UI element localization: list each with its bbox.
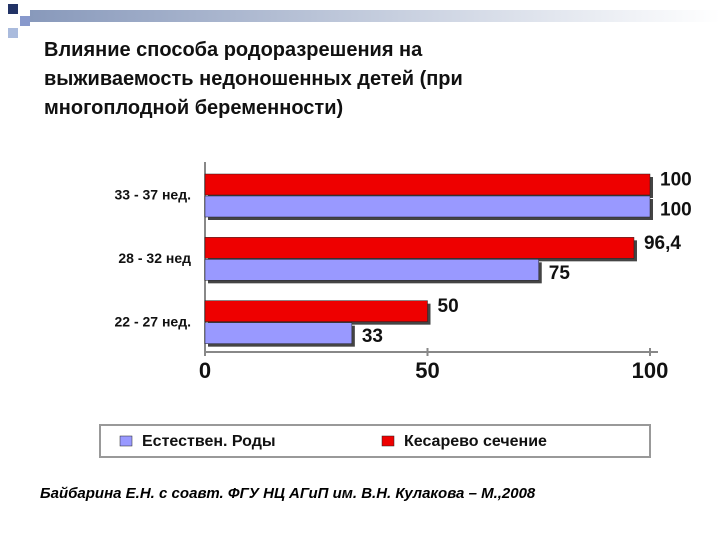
- value-label-bg: [639, 232, 688, 255]
- bar: [204, 322, 353, 344]
- bar: [204, 195, 651, 218]
- bar: [204, 300, 428, 322]
- value-label-bg: [656, 199, 704, 222]
- value-label-bg: [544, 262, 593, 285]
- x-tick-label: 100: [632, 358, 669, 383]
- decor-square: [8, 28, 18, 38]
- value-label: 33: [362, 326, 383, 347]
- legend-label: Естествен. Роды: [142, 433, 276, 450]
- value-label: 50: [438, 296, 459, 317]
- value-label-bg: [357, 326, 406, 349]
- legend-swatch: [119, 435, 133, 447]
- decor-square: [20, 16, 30, 26]
- legend-box: [99, 424, 651, 458]
- footnote: Байбарина Е.Н. с соавт. ФГУ НЦ АГиП им. …: [40, 485, 536, 502]
- value-label-bg: [656, 169, 704, 192]
- y-tick-label: 33 - 37 нед.: [115, 187, 192, 203]
- bar: [204, 237, 635, 259]
- y-tick-label: 22 - 27 нед.: [115, 313, 192, 329]
- value-label-bg: [433, 296, 482, 319]
- x-tick-label: 0: [199, 358, 211, 383]
- legend-label: Кесарево сечение: [404, 433, 547, 450]
- top-band: [30, 10, 720, 22]
- title: Влияние способа родоразрешения на выжива…: [44, 39, 463, 119]
- legend-swatch: [381, 435, 395, 447]
- x-tick-label: 50: [415, 358, 439, 383]
- bar: [204, 259, 539, 281]
- value-label: 100: [660, 170, 692, 191]
- value-label: 96,4: [644, 233, 681, 254]
- value-label: 100: [660, 200, 692, 221]
- y-tick-label: 28 - 32 нед: [118, 250, 191, 266]
- value-label: 75: [549, 263, 571, 284]
- bar: [204, 173, 651, 196]
- decor-square: [8, 4, 18, 14]
